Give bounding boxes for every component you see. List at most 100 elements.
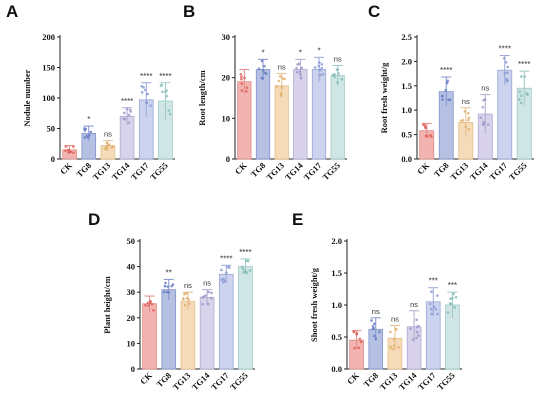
chart-c-svg: 0.0 0.5 1.0 1.5 2.0 2.5 Root fresh weight/g CK *…: [379, 32, 534, 182]
x-tick-label: TG17: [416, 370, 438, 392]
data-point: [125, 107, 129, 111]
data-point: [129, 110, 133, 113]
data-point: [263, 71, 267, 75]
data-point: [84, 127, 88, 131]
data-point: [444, 88, 448, 92]
data-point: [295, 70, 299, 74]
y-tick-label: 0.5: [401, 130, 412, 140]
data-point: [459, 119, 463, 122]
data-point: [415, 330, 419, 334]
y-tick-label: 30: [222, 32, 231, 42]
data-point: [318, 61, 321, 64]
data-point: [505, 79, 509, 83]
data-point: [260, 59, 264, 63]
bar-tg17: [311, 69, 327, 160]
y-tick-label: 0.0: [331, 364, 342, 374]
data-point: [161, 90, 164, 94]
data-point: [127, 121, 131, 125]
data-point: [313, 66, 317, 69]
data-point: [105, 141, 109, 145]
data-point: [358, 337, 362, 341]
data-point: [240, 77, 243, 81]
data-point: [162, 290, 166, 294]
data-point: [430, 290, 433, 293]
data-point: [482, 120, 485, 124]
data-point: [278, 75, 282, 78]
data-point: [370, 319, 373, 322]
data-point: [373, 322, 376, 326]
y-tick-label: 200: [42, 32, 55, 42]
data-point: [105, 148, 109, 151]
data-point: [389, 345, 392, 349]
data-point: [228, 266, 231, 269]
data-point: [167, 290, 171, 294]
data-point: [147, 304, 150, 307]
significance-label: ****: [121, 97, 133, 106]
data-point: [243, 76, 246, 80]
data-point: [520, 75, 523, 78]
data-point: [64, 149, 67, 152]
data-point: [152, 309, 155, 312]
data-point: [454, 295, 458, 299]
significance-label: *: [87, 115, 90, 124]
data-point: [64, 145, 68, 148]
data-point: [168, 112, 172, 116]
data-point: [359, 340, 363, 344]
data-point: [167, 109, 171, 112]
y-tick-label: 10: [222, 113, 231, 123]
data-point: [239, 73, 243, 76]
significance-label: ns: [391, 314, 399, 323]
bar-tg14: [293, 69, 308, 160]
data-point: [240, 75, 243, 79]
data-point: [182, 297, 185, 301]
data-point: [275, 85, 279, 88]
data-point: [140, 84, 144, 88]
data-point: [503, 72, 507, 75]
data-point: [449, 302, 453, 306]
x-tick-label: TG8: [361, 370, 380, 389]
data-point: [461, 119, 465, 122]
data-point: [261, 69, 265, 72]
data-point: [245, 86, 249, 90]
data-point: [204, 294, 207, 297]
data-point: [245, 90, 248, 93]
significance-label: ***: [429, 277, 438, 286]
significance-label: ns: [410, 300, 418, 309]
x-tick-label: TG14: [110, 160, 132, 182]
data-point: [143, 303, 147, 307]
x-tick-label: TG13: [171, 370, 193, 392]
data-point: [244, 259, 248, 262]
data-point: [87, 134, 91, 137]
x-tick-label: TG13: [378, 370, 400, 392]
data-point: [280, 85, 284, 89]
y-tick-label: 2.0: [401, 56, 412, 66]
data-point: [479, 116, 483, 119]
bar-tg13: [180, 300, 196, 370]
data-point: [164, 281, 167, 285]
significance-label: ****: [159, 72, 171, 81]
y-axis-label: Shoot fresh weight/g: [309, 267, 319, 342]
data-point: [122, 117, 126, 121]
x-tick-label: TG55: [320, 160, 342, 182]
data-point: [110, 146, 114, 149]
data-point: [518, 90, 522, 93]
data-point: [165, 94, 169, 98]
data-point: [320, 66, 324, 70]
data-point: [321, 73, 325, 76]
y-tick-label: 150: [42, 63, 55, 73]
data-point: [415, 336, 418, 340]
significance-label: **: [166, 268, 172, 277]
data-point: [481, 105, 485, 109]
data-point: [506, 71, 509, 75]
bar-tg17: [218, 273, 234, 370]
data-point: [206, 302, 210, 306]
data-point: [150, 302, 154, 306]
y-tick-label: 0.0: [401, 154, 412, 164]
chart-panel-d: 0 10 20 30 40 50 Plant height/cm CK ** TG8 ns TG13 n…: [90, 208, 270, 403]
data-point: [185, 296, 189, 300]
data-point: [452, 292, 455, 296]
x-tick-label: TG14: [283, 160, 305, 182]
data-point: [72, 151, 75, 154]
x-tick-label: TG17: [487, 160, 509, 182]
